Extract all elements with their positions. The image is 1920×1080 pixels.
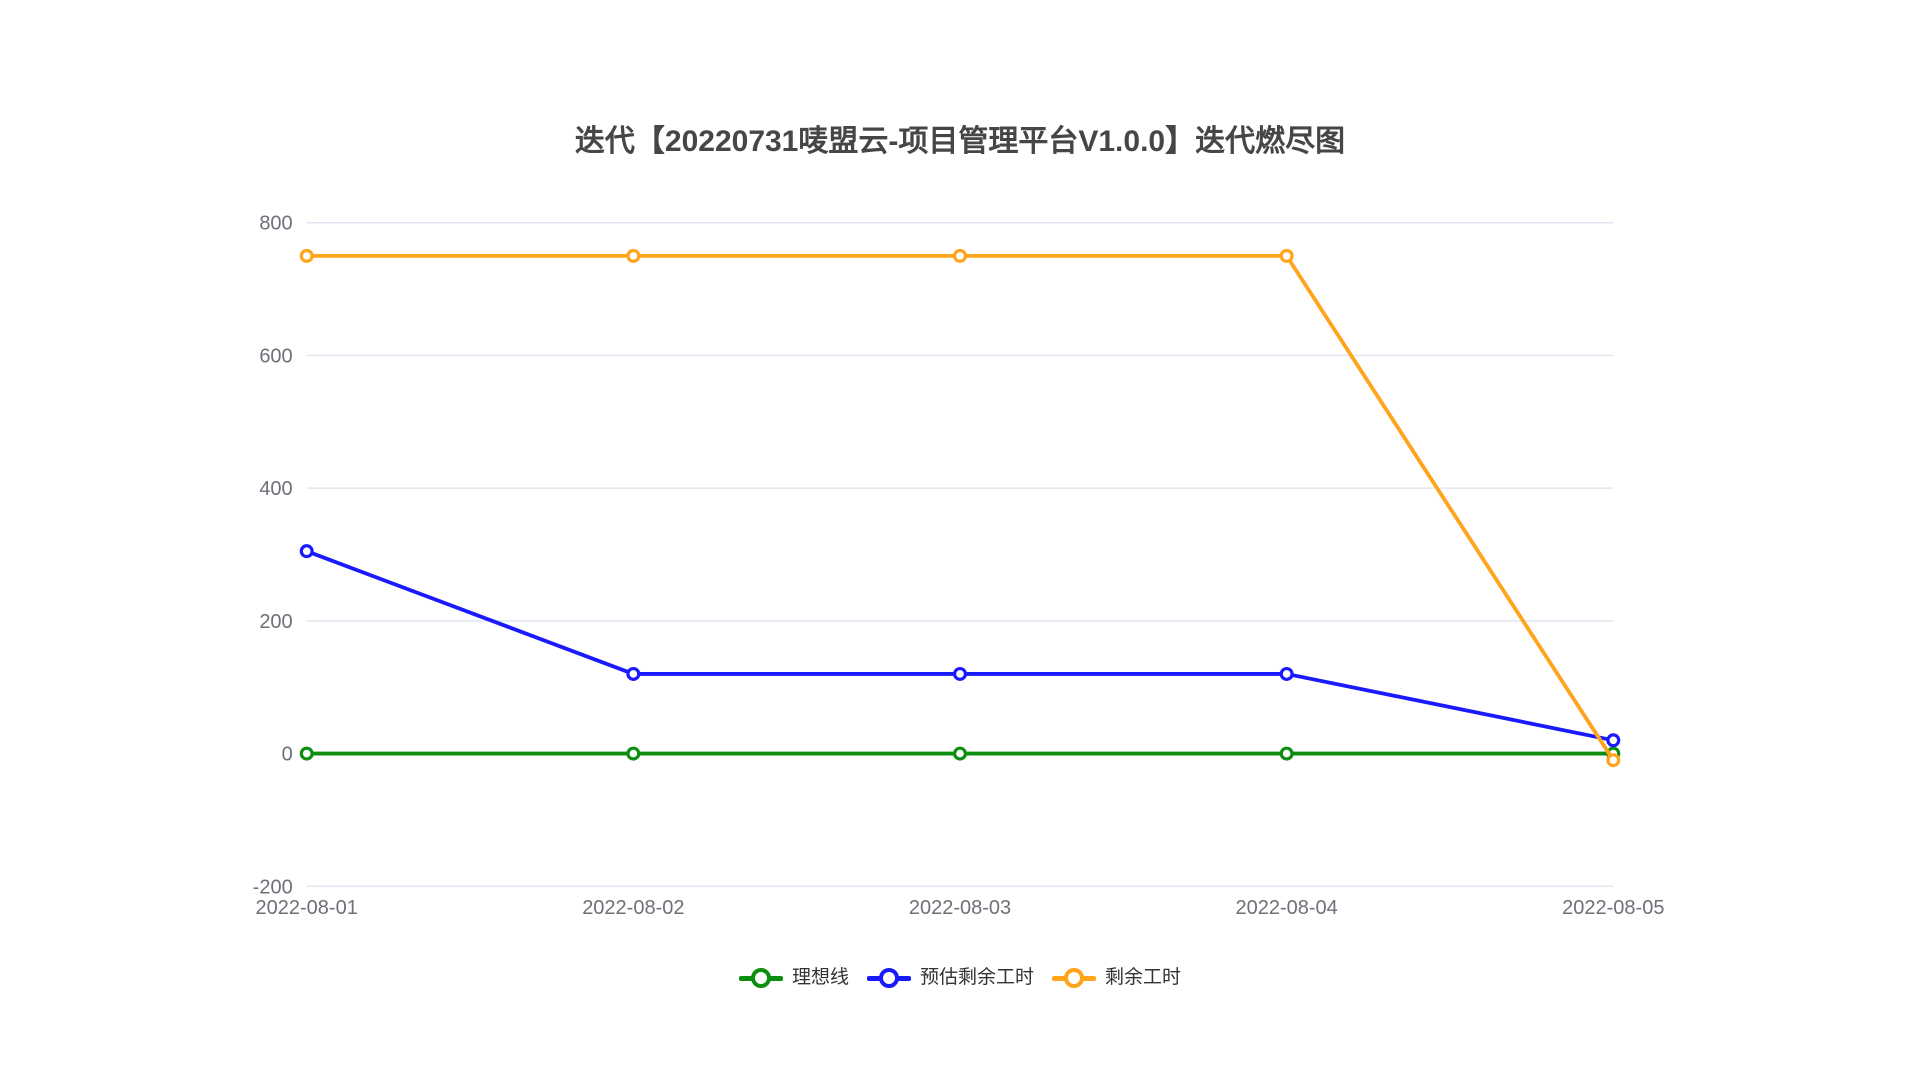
series-line-预估剩余工时 — [304, 549, 1616, 743]
data-point-预估剩余工时-2022-08-03[interactable] — [952, 666, 967, 681]
x-axis-label: 2022-08-01 — [256, 897, 358, 919]
data-point-理想线-2022-08-01[interactable] — [299, 746, 314, 761]
data-point-理想线-2022-08-04[interactable] — [1279, 746, 1294, 761]
data-point-理想线-2022-08-03[interactable] — [952, 746, 967, 761]
data-point-剩余工时-2022-08-01[interactable] — [299, 248, 314, 263]
data-point-预估剩余工时-2022-08-04[interactable] — [1279, 666, 1294, 681]
y-axis-label: 200 — [259, 611, 292, 633]
y-axis-label: 400 — [259, 478, 292, 500]
legend-label: 预估剩余工时 — [919, 967, 1034, 988]
data-point-理想线-2022-08-02[interactable] — [626, 746, 641, 761]
series-line-剩余工时 — [304, 253, 1616, 763]
data-point-预估剩余工时-2022-08-01[interactable] — [299, 544, 314, 559]
legend-label: 理想线 — [791, 967, 849, 988]
x-axis-label: 2022-08-03 — [909, 897, 1011, 919]
legend-item-预估剩余工时[interactable]: 预估剩余工时 — [866, 966, 1034, 990]
x-axis-label: 2022-08-04 — [1235, 897, 1337, 919]
legend-item-剩余工时[interactable]: 剩余工时 — [1052, 966, 1181, 990]
y-axis-label: -200 — [253, 876, 293, 898]
y-axis-label: 800 — [259, 213, 292, 235]
data-point-剩余工时-2022-08-02[interactable] — [626, 248, 641, 263]
x-axis-label: 2022-08-02 — [582, 897, 684, 919]
legend-line-circle-icon — [1052, 968, 1096, 988]
chart-title: 迭代【20220731唛盟云-项目管理平台V1.0.0】迭代燃尽图 — [574, 125, 1346, 158]
data-point-预估剩余工时-2022-08-05[interactable] — [1606, 733, 1621, 748]
legend-item-理想线[interactable]: 理想线 — [738, 966, 849, 990]
legend-line-circle-icon — [738, 968, 783, 988]
data-point-剩余工时-2022-08-05[interactable] — [1606, 753, 1621, 768]
x-axis-label: 2022-08-05 — [1562, 897, 1664, 919]
y-axis-label: 0 — [282, 744, 293, 766]
data-point-预估剩余工时-2022-08-02[interactable] — [626, 666, 641, 681]
legend-label: 剩余工时 — [1105, 967, 1182, 988]
y-axis-label: 600 — [259, 345, 292, 367]
data-point-剩余工时-2022-08-03[interactable] — [952, 248, 967, 263]
chart-legend: 理想线 预估剩余工时 剩余工时 — [0, 966, 1920, 990]
legend-line-circle-icon — [866, 968, 911, 988]
data-point-剩余工时-2022-08-04[interactable] — [1279, 248, 1294, 263]
